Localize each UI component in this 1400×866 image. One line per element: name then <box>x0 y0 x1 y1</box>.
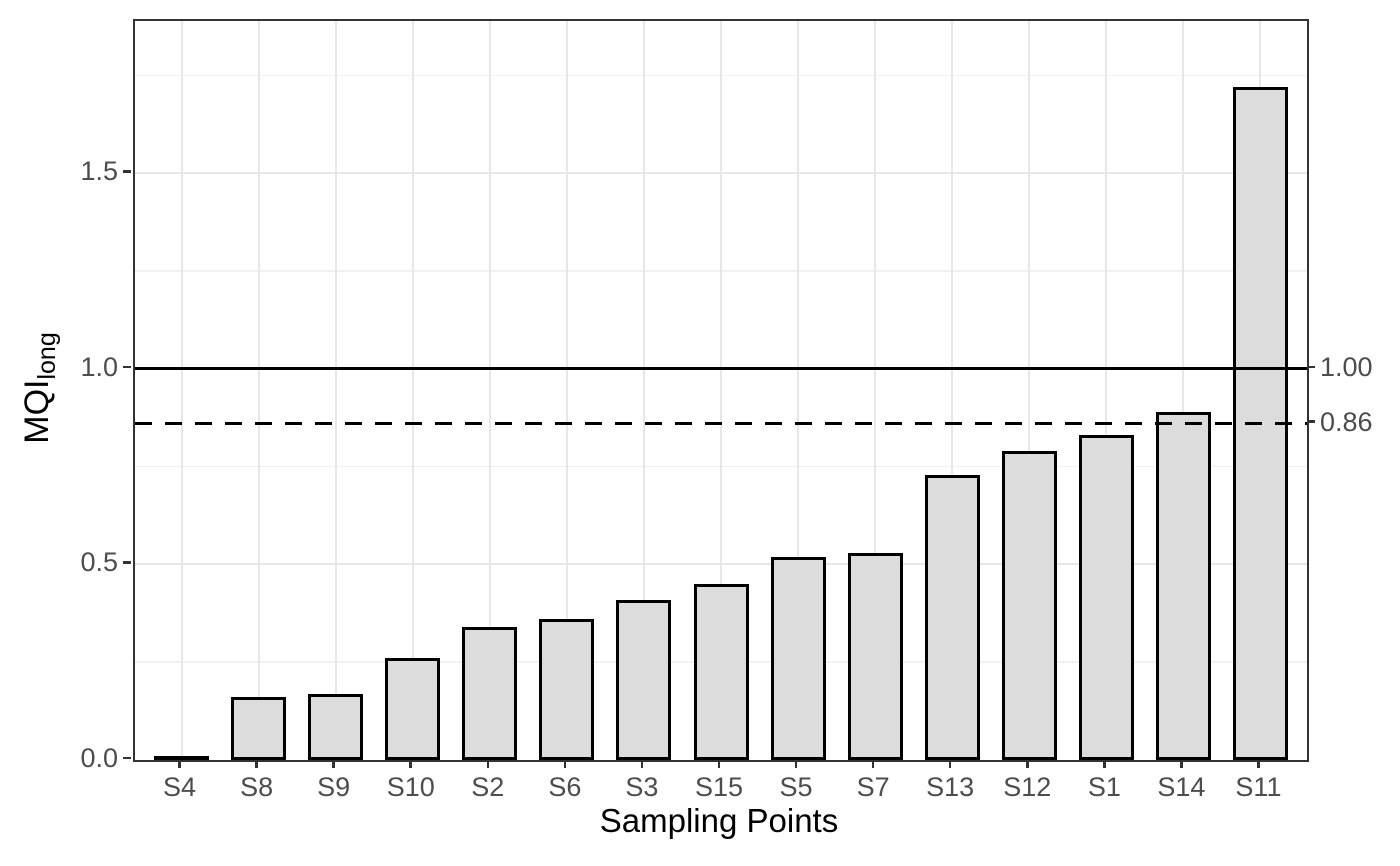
right-axis-tick <box>1307 420 1315 423</box>
x-major-gridline <box>565 21 568 760</box>
y-axis-title-main: MQI <box>18 379 56 444</box>
x-major-gridline <box>334 21 337 760</box>
reference-line-solid <box>135 367 1307 371</box>
x-tick-label: S1 <box>1087 772 1121 802</box>
x-tick-label: S11 <box>1235 772 1282 802</box>
x-tick-label: S5 <box>779 772 813 802</box>
x-axis-tick <box>332 760 335 768</box>
x-tick-label: S7 <box>856 772 890 802</box>
bar-s7 <box>847 552 903 760</box>
x-axis-tick <box>409 760 412 768</box>
x-axis-tick <box>255 760 258 768</box>
reference-line-dashed <box>135 422 1307 426</box>
y-axis-tick <box>123 170 131 173</box>
bar-s4 <box>154 756 210 760</box>
x-tick-label: S15 <box>694 772 744 802</box>
bar-s1 <box>1078 435 1134 760</box>
y-tick-label: 1.5 <box>80 156 118 187</box>
x-major-gridline <box>642 21 645 760</box>
bar-s12 <box>1001 451 1057 760</box>
bar-s10 <box>385 658 441 760</box>
x-tick-label: S14 <box>1157 772 1206 802</box>
y-axis-tick <box>123 756 131 760</box>
x-tick-label: S9 <box>317 772 351 802</box>
x-axis-tick <box>640 760 644 768</box>
x-tick-label: S4 <box>163 772 197 802</box>
reference-line-label: 1.00 <box>1320 351 1373 382</box>
x-tick-label: S13 <box>926 772 975 802</box>
bar-s9 <box>308 693 364 760</box>
bar-s13 <box>924 474 980 760</box>
x-tick-label: S6 <box>548 772 582 802</box>
x-major-gridline <box>797 21 800 760</box>
bar-s15 <box>693 584 749 760</box>
x-axis-tick <box>1180 760 1183 768</box>
x-major-gridline <box>1182 21 1185 760</box>
y-axis-tick <box>123 365 131 369</box>
plot-panel <box>133 19 1309 762</box>
x-major-gridline <box>874 21 877 760</box>
reference-line-label: 0.86 <box>1320 406 1373 437</box>
y-tick-label: 1.0 <box>80 351 118 382</box>
x-axis-tick <box>948 760 952 768</box>
bar-s3 <box>616 599 672 760</box>
x-axis-tick <box>1103 760 1106 768</box>
x-major-gridline <box>488 21 491 760</box>
x-tick-label: S3 <box>625 772 659 802</box>
x-axis-tick <box>871 760 875 768</box>
x-major-gridline <box>951 21 954 760</box>
bar-s2 <box>462 627 518 760</box>
bar-s5 <box>770 556 826 760</box>
y-axis-title-text: MQIlong <box>18 332 62 443</box>
x-major-gridline <box>180 21 183 760</box>
x-major-gridline <box>411 21 414 760</box>
y-axis-tick <box>123 561 131 564</box>
bar-s14 <box>1155 412 1211 760</box>
x-major-gridline <box>257 21 260 760</box>
x-axis-tick <box>178 760 181 768</box>
x-axis-tick <box>1026 760 1029 768</box>
x-major-gridline <box>1105 21 1108 760</box>
x-axis-tick <box>717 760 721 768</box>
x-tick-label: S12 <box>1003 772 1052 802</box>
x-major-gridline <box>720 21 722 760</box>
y-axis-title-subscript: long <box>33 332 61 380</box>
x-axis-tick <box>794 760 798 768</box>
x-major-gridline <box>1028 21 1031 760</box>
bar-s6 <box>539 619 595 760</box>
x-axis-tick <box>1257 760 1260 768</box>
x-tick-label: S2 <box>471 772 505 802</box>
x-tick-label: S10 <box>386 772 435 802</box>
y-tick-label: 0.0 <box>80 743 118 773</box>
x-axis-tick <box>563 760 567 768</box>
x-tick-label: S8 <box>240 772 274 802</box>
x-axis-title: Sampling Points <box>599 802 839 839</box>
bar-s8 <box>231 697 287 760</box>
x-axis-tick <box>486 760 490 768</box>
y-tick-label: 0.5 <box>80 547 118 578</box>
right-axis-tick <box>1307 365 1315 369</box>
